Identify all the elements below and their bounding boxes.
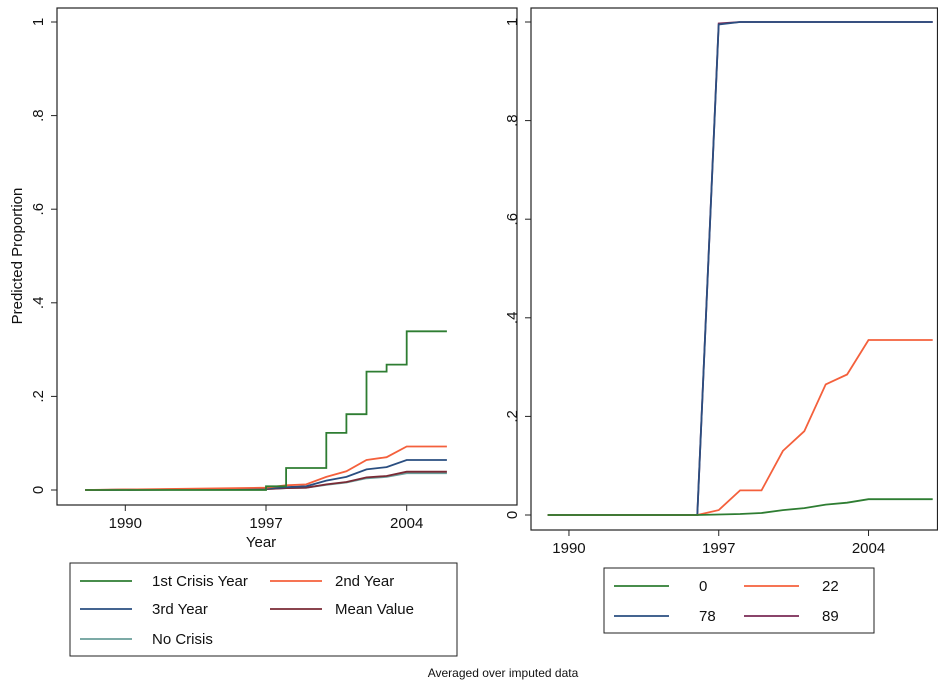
y-tick-label: 1 — [30, 18, 47, 26]
legend-label: 89 — [822, 608, 839, 625]
x-tick-label: 1990 — [109, 515, 142, 532]
y-tick-label: 0 — [30, 486, 47, 494]
series-line-2-1 — [547, 498, 933, 516]
y-tick-label: 1 — [504, 18, 521, 26]
legend-label: 78 — [699, 608, 716, 625]
x-tick-label: 1997 — [249, 515, 282, 532]
legend-2: 0 22 78 89 — [603, 567, 875, 634]
y-tick-label: .4 — [504, 312, 521, 325]
chart-panel-2: 0 .2 .4 .6 .8 1 1990 1997 2004 0 22 78 89 — [504, 7, 938, 634]
x-axis-title: Year — [246, 534, 276, 551]
y-tick-label: 0 — [504, 511, 521, 519]
plot-frame — [56, 7, 518, 506]
legend-label: 0 — [699, 578, 707, 595]
chart-panel-1: 0 .2 .4 .6 .8 1 1990 1997 2004 Year Predicted Prop… — [9, 7, 518, 657]
legend-label: 22 — [822, 578, 839, 595]
series-line-1-3 — [85, 459, 447, 491]
legend-label: 2nd Year — [335, 573, 394, 590]
y-axis-title: Predicted Proportion — [9, 188, 26, 325]
legend-box — [69, 562, 458, 657]
legend-label: Mean Value — [335, 601, 414, 618]
legend-label: 1st Crisis Year — [152, 573, 248, 590]
x-tick-label: 2004 — [852, 540, 885, 557]
x-tick-label: 1997 — [702, 540, 735, 557]
y-tick-label: .6 — [30, 203, 47, 216]
y-tick-label: .2 — [30, 390, 47, 403]
legend-box — [603, 567, 875, 634]
y-tick-label: .8 — [504, 114, 521, 127]
y-tick-label: .6 — [504, 213, 521, 226]
y-tick-label: .4 — [30, 297, 47, 310]
x-tick-label: 2004 — [390, 515, 423, 532]
legend-1: 1st Crisis Year 2nd Year 3rd Year Mean Valu… — [69, 562, 458, 657]
x-tick-label: 1990 — [552, 540, 585, 557]
series-line-2-2 — [547, 339, 933, 516]
legend-label: No Crisis — [152, 631, 213, 648]
legend-label: 3rd Year — [152, 601, 208, 618]
footnote: Averaged over imputed data — [428, 666, 579, 680]
series-line-1-1 — [85, 330, 447, 491]
y-tick-label: .8 — [30, 109, 47, 122]
y-tick-label: .2 — [504, 410, 521, 423]
